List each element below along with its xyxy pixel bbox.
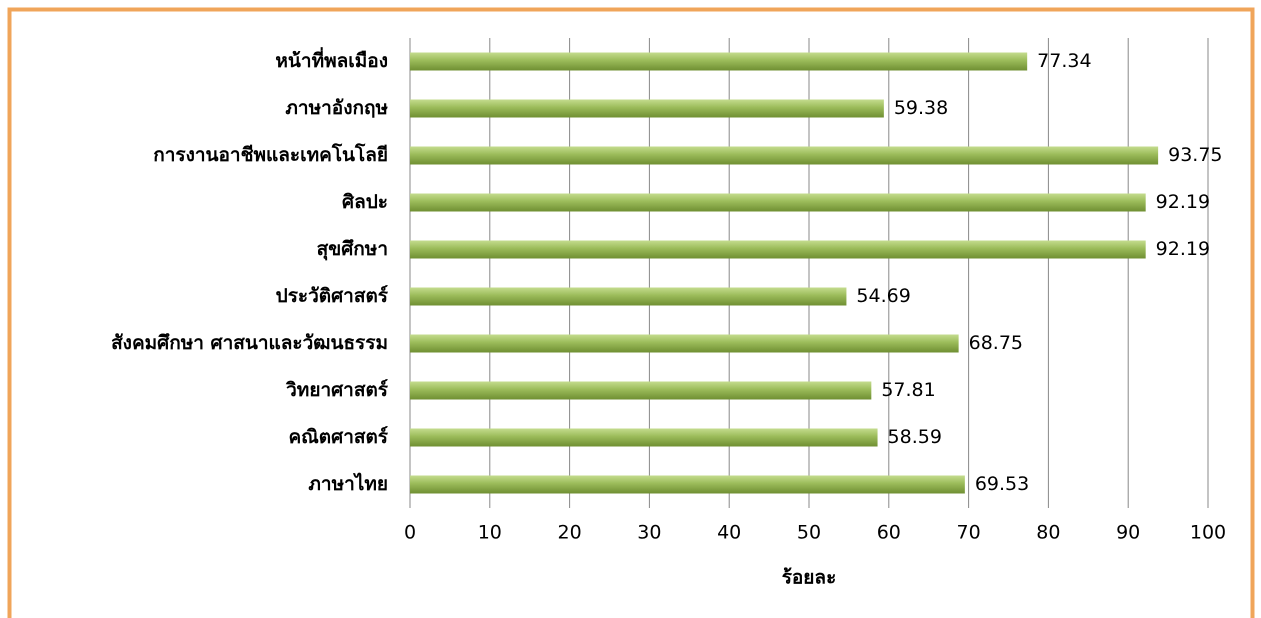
y-tick-label: สุขศึกษา — [317, 238, 388, 261]
bar — [410, 240, 1146, 259]
y-tick-label: วิทยาศาสตร์ — [286, 379, 389, 401]
x-tick-label: 80 — [1036, 522, 1060, 544]
x-tick-label: 40 — [717, 522, 741, 544]
data-label: 69.53 — [975, 473, 1029, 495]
data-label: 93.75 — [1168, 144, 1222, 166]
data-label: 59.38 — [894, 97, 948, 119]
x-tick-label: 90 — [1116, 522, 1140, 544]
x-tick-label: 100 — [1190, 522, 1226, 544]
data-label: 54.69 — [856, 285, 910, 307]
bar — [410, 193, 1146, 212]
y-tick-label: ประวัติศาสตร์ — [276, 285, 389, 307]
bar — [410, 334, 959, 353]
data-label: 57.81 — [881, 379, 935, 401]
y-tick-label: สังคมศึกษา ศาสนาและวัฒนธรรม — [111, 332, 388, 354]
y-tick-label: ภาษาไทย — [308, 472, 388, 495]
x-tick-label: 20 — [558, 522, 582, 544]
x-axis-title: ร้อยละ — [782, 567, 837, 589]
y-tick-label: หน้าที่พลเมือง — [275, 47, 388, 72]
bar — [410, 99, 884, 118]
bar — [410, 287, 847, 306]
x-tick-label: 60 — [877, 522, 901, 544]
data-label: 92.19 — [1156, 191, 1210, 213]
data-label: 68.75 — [969, 332, 1023, 354]
x-tick-label: 70 — [957, 522, 981, 544]
x-tick-label: 0 — [404, 522, 416, 544]
data-label: 92.19 — [1156, 238, 1210, 260]
y-tick-label: คณิตศาสตร์ — [288, 426, 388, 448]
y-tick-label: ภาษาอังกฤษ — [285, 97, 388, 119]
bar — [410, 146, 1159, 165]
bar — [410, 381, 872, 400]
bar — [410, 428, 878, 447]
x-tick-label: 50 — [797, 522, 821, 544]
bar — [410, 52, 1028, 71]
bar — [410, 475, 965, 494]
frame — [7, 7, 1255, 618]
data-label: 58.59 — [888, 426, 942, 448]
x-tick-label: 10 — [478, 522, 502, 544]
data-label: 77.34 — [1037, 50, 1091, 72]
x-tick-label: 30 — [637, 522, 661, 544]
y-tick-label: ศิลปะ — [342, 191, 388, 213]
y-tick-label: การงานอาชีพและเทคโนโลยี — [153, 143, 388, 166]
